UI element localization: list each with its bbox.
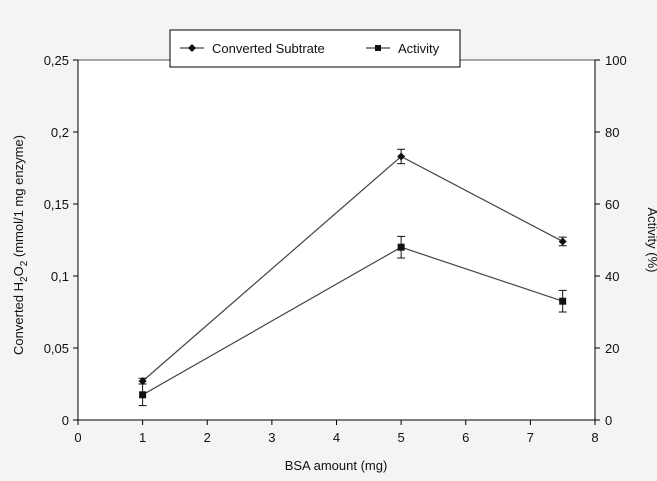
x-tick-label: 7 bbox=[527, 430, 534, 445]
y-right-tick-label: 80 bbox=[605, 125, 619, 140]
y-left-title-suffix: (mmol/1 mg enzyme) bbox=[11, 135, 26, 261]
legend-label-converted: Converted Subtrate bbox=[212, 41, 325, 56]
y-right-tick-label: 20 bbox=[605, 341, 619, 356]
x-tick-label: 8 bbox=[591, 430, 598, 445]
y-left-title-prefix: Converted H bbox=[11, 282, 26, 355]
x-tick-label: 5 bbox=[398, 430, 405, 445]
y-right-tick-label: 100 bbox=[605, 53, 627, 68]
y-left-tick-label: 0,2 bbox=[51, 125, 69, 140]
data-point-converted-subtrate bbox=[558, 237, 567, 246]
data-point-activity bbox=[559, 297, 567, 305]
y-axis-left-title: Converted H2O2 (mmol/1 mg enzyme) bbox=[11, 135, 30, 355]
series-layer bbox=[138, 148, 567, 407]
x-axis-title: BSA amount (mg) bbox=[285, 458, 388, 473]
x-tick-label: 0 bbox=[74, 430, 81, 445]
data-point-converted-subtrate bbox=[138, 377, 147, 386]
y-left-title-sub2: 2 bbox=[19, 260, 30, 266]
y-left-tick-label: 0,25 bbox=[44, 53, 69, 68]
x-tick-label: 1 bbox=[139, 430, 146, 445]
x-tick-label: 2 bbox=[204, 430, 211, 445]
y-left-tick-label: 0,15 bbox=[44, 197, 69, 212]
y-left-title-sub1: 2 bbox=[19, 276, 30, 282]
data-point-activity bbox=[397, 243, 405, 251]
data-point-converted-subtrate bbox=[397, 152, 406, 161]
y-right-tick-label: 0 bbox=[605, 413, 612, 428]
y-left-tick-label: 0,1 bbox=[51, 269, 69, 284]
y-left-title-mid: O bbox=[11, 266, 26, 276]
y-left-tick-label: 0,05 bbox=[44, 341, 69, 356]
legend-label-activity: Activity bbox=[398, 41, 440, 56]
plot-area bbox=[77, 59, 596, 421]
x-tick-label: 3 bbox=[268, 430, 275, 445]
y-right-tick-label: 40 bbox=[605, 269, 619, 284]
y-right-tick-label: 60 bbox=[605, 197, 619, 212]
legend: Converted Subtrate Activity bbox=[169, 29, 461, 68]
y-left-tick-label: 0 bbox=[62, 413, 69, 428]
legend-box bbox=[169, 29, 461, 68]
legend-marker-diamond bbox=[188, 44, 196, 52]
legend-marker-square bbox=[375, 45, 381, 51]
data-point-activity bbox=[139, 391, 147, 399]
x-tick-label: 4 bbox=[333, 430, 340, 445]
x-tick-label: 6 bbox=[462, 430, 469, 445]
y-axis-right-title: Activity (%) bbox=[645, 208, 657, 273]
